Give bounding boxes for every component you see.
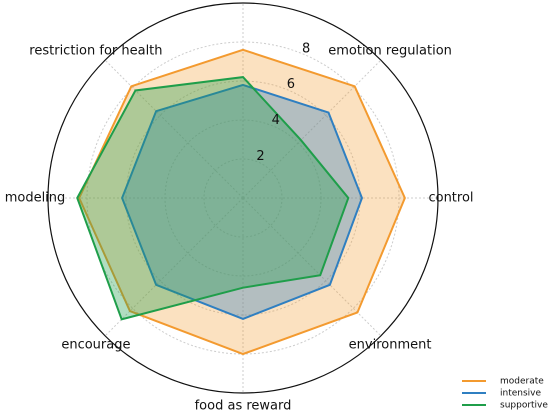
- grid-circle: [203, 158, 283, 238]
- series-area: [78, 48, 406, 356]
- legend-label: intensive: [500, 389, 541, 399]
- spoke: [104, 59, 244, 199]
- series-area: [76, 76, 350, 321]
- category-label: food as reward: [195, 399, 292, 414]
- legend-label: moderate: [500, 377, 544, 387]
- category-label: control: [428, 191, 473, 206]
- series-area: [121, 83, 364, 320]
- spoke: [104, 197, 244, 337]
- category-label: encourage: [61, 338, 130, 353]
- category-label: restriction for health: [29, 43, 162, 58]
- r-tick-label: 2: [256, 149, 264, 164]
- category-label: environment: [349, 338, 432, 353]
- outer-circle: [47, 2, 439, 394]
- spoke: [242, 197, 382, 337]
- r-tick-label: 6: [287, 77, 295, 92]
- spoke: [242, 59, 382, 199]
- r-tick-label: 4: [272, 113, 280, 128]
- legend-label: supportive: [500, 401, 548, 411]
- r-tick-label: 8: [302, 41, 310, 56]
- category-label: modeling: [5, 191, 66, 206]
- category-label: emotion regulation: [328, 43, 452, 58]
